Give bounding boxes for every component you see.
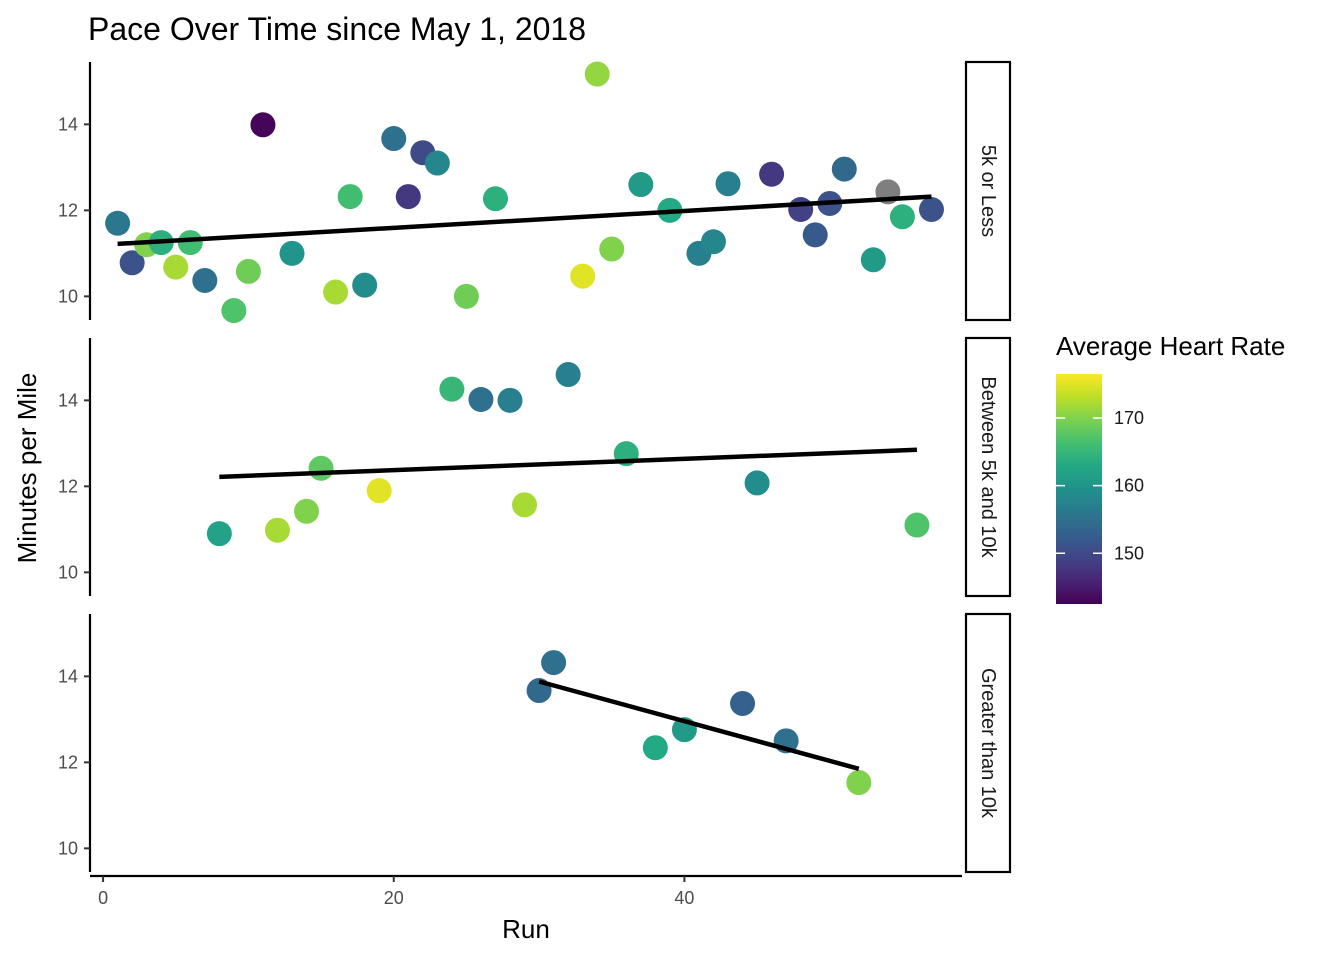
y-tick-label: 14 [58, 114, 78, 134]
data-point [642, 735, 668, 761]
data-point [628, 172, 654, 198]
data-point [366, 478, 392, 504]
data-point [831, 156, 857, 182]
colorbar [1056, 374, 1102, 604]
data-point [424, 150, 450, 176]
x-tick-label: 20 [384, 888, 404, 908]
data-point [555, 362, 581, 388]
data-point [163, 254, 189, 280]
data-point [337, 184, 363, 210]
x-tick-label: 0 [98, 888, 108, 908]
data-point [381, 126, 407, 152]
color-legend: Average Heart Rate 150 160 170 [1056, 331, 1285, 604]
data-point [395, 184, 421, 210]
data-point [730, 690, 756, 716]
x-axis: 0 20 40 [90, 874, 962, 908]
y-tick-label: 14 [58, 666, 78, 686]
chart-title: Pace Over Time since May 1, 2018 [88, 11, 586, 47]
data-point [570, 263, 596, 289]
x-axis-title: Run [502, 914, 550, 944]
data-point [439, 376, 465, 402]
data-point [177, 230, 203, 256]
x-tick-label: 40 [674, 888, 694, 908]
legend-tick-label: 170 [1114, 408, 1144, 428]
trend-line [117, 194, 932, 247]
data-point [584, 61, 610, 87]
data-point [105, 210, 131, 236]
facet-strip-label: Greater than 10k [977, 668, 999, 819]
data-point [468, 386, 494, 412]
data-point [119, 250, 145, 276]
facet-strip-label: 5k or Less [977, 145, 999, 237]
facet-panels: 10 12 14 5k or Less 10 12 14 Between 5k and 10k… [58, 60, 1012, 874]
data-point [889, 204, 915, 230]
data-point [860, 247, 886, 273]
panel-3: 10 12 14 Greater than 10k [58, 612, 1012, 874]
y-axis-title: Minutes per Mile [12, 373, 42, 564]
y-tick-label: 12 [58, 200, 78, 220]
y-tick-label: 14 [58, 390, 78, 410]
data-point [846, 770, 872, 796]
data-point [904, 512, 930, 538]
y-tick-label: 12 [58, 476, 78, 496]
data-point [264, 517, 290, 543]
data-point [308, 455, 334, 481]
trend-line [219, 447, 918, 480]
data-point [541, 650, 567, 676]
facet-strip-label: Between 5k and 10k [977, 376, 999, 558]
y-tick-label: 10 [58, 562, 78, 582]
data-point [279, 240, 305, 266]
data-point [294, 498, 320, 524]
panel-2: 10 12 14 Between 5k and 10k [58, 336, 1012, 598]
y-tick-label: 12 [58, 752, 78, 772]
data-point [918, 196, 944, 222]
facet-strip [964, 336, 1012, 598]
data-point [700, 229, 726, 255]
data-point [788, 196, 814, 222]
data-point [221, 298, 247, 324]
data-point [206, 521, 232, 547]
data-point [744, 470, 770, 496]
data-point [453, 283, 479, 309]
data-point [599, 236, 625, 262]
data-point [352, 272, 378, 298]
data-point [802, 222, 828, 248]
panel-1: 10 12 14 5k or Less [58, 60, 1012, 324]
data-point [192, 267, 218, 293]
y-tick-label: 10 [58, 838, 78, 858]
trend-line [538, 679, 860, 771]
facet-strip [964, 60, 1012, 322]
data-point [235, 258, 261, 284]
facet-strip [964, 612, 1012, 874]
data-point [715, 171, 741, 197]
data-point [497, 387, 523, 413]
legend-tick-label: 150 [1114, 543, 1144, 563]
data-point [250, 112, 276, 138]
data-point [482, 186, 508, 212]
y-tick-label: 10 [58, 286, 78, 306]
data-point [759, 161, 785, 187]
legend-tick-label: 160 [1114, 476, 1144, 496]
data-point [512, 492, 538, 518]
legend-title: Average Heart Rate [1056, 331, 1285, 361]
data-point [323, 279, 349, 305]
